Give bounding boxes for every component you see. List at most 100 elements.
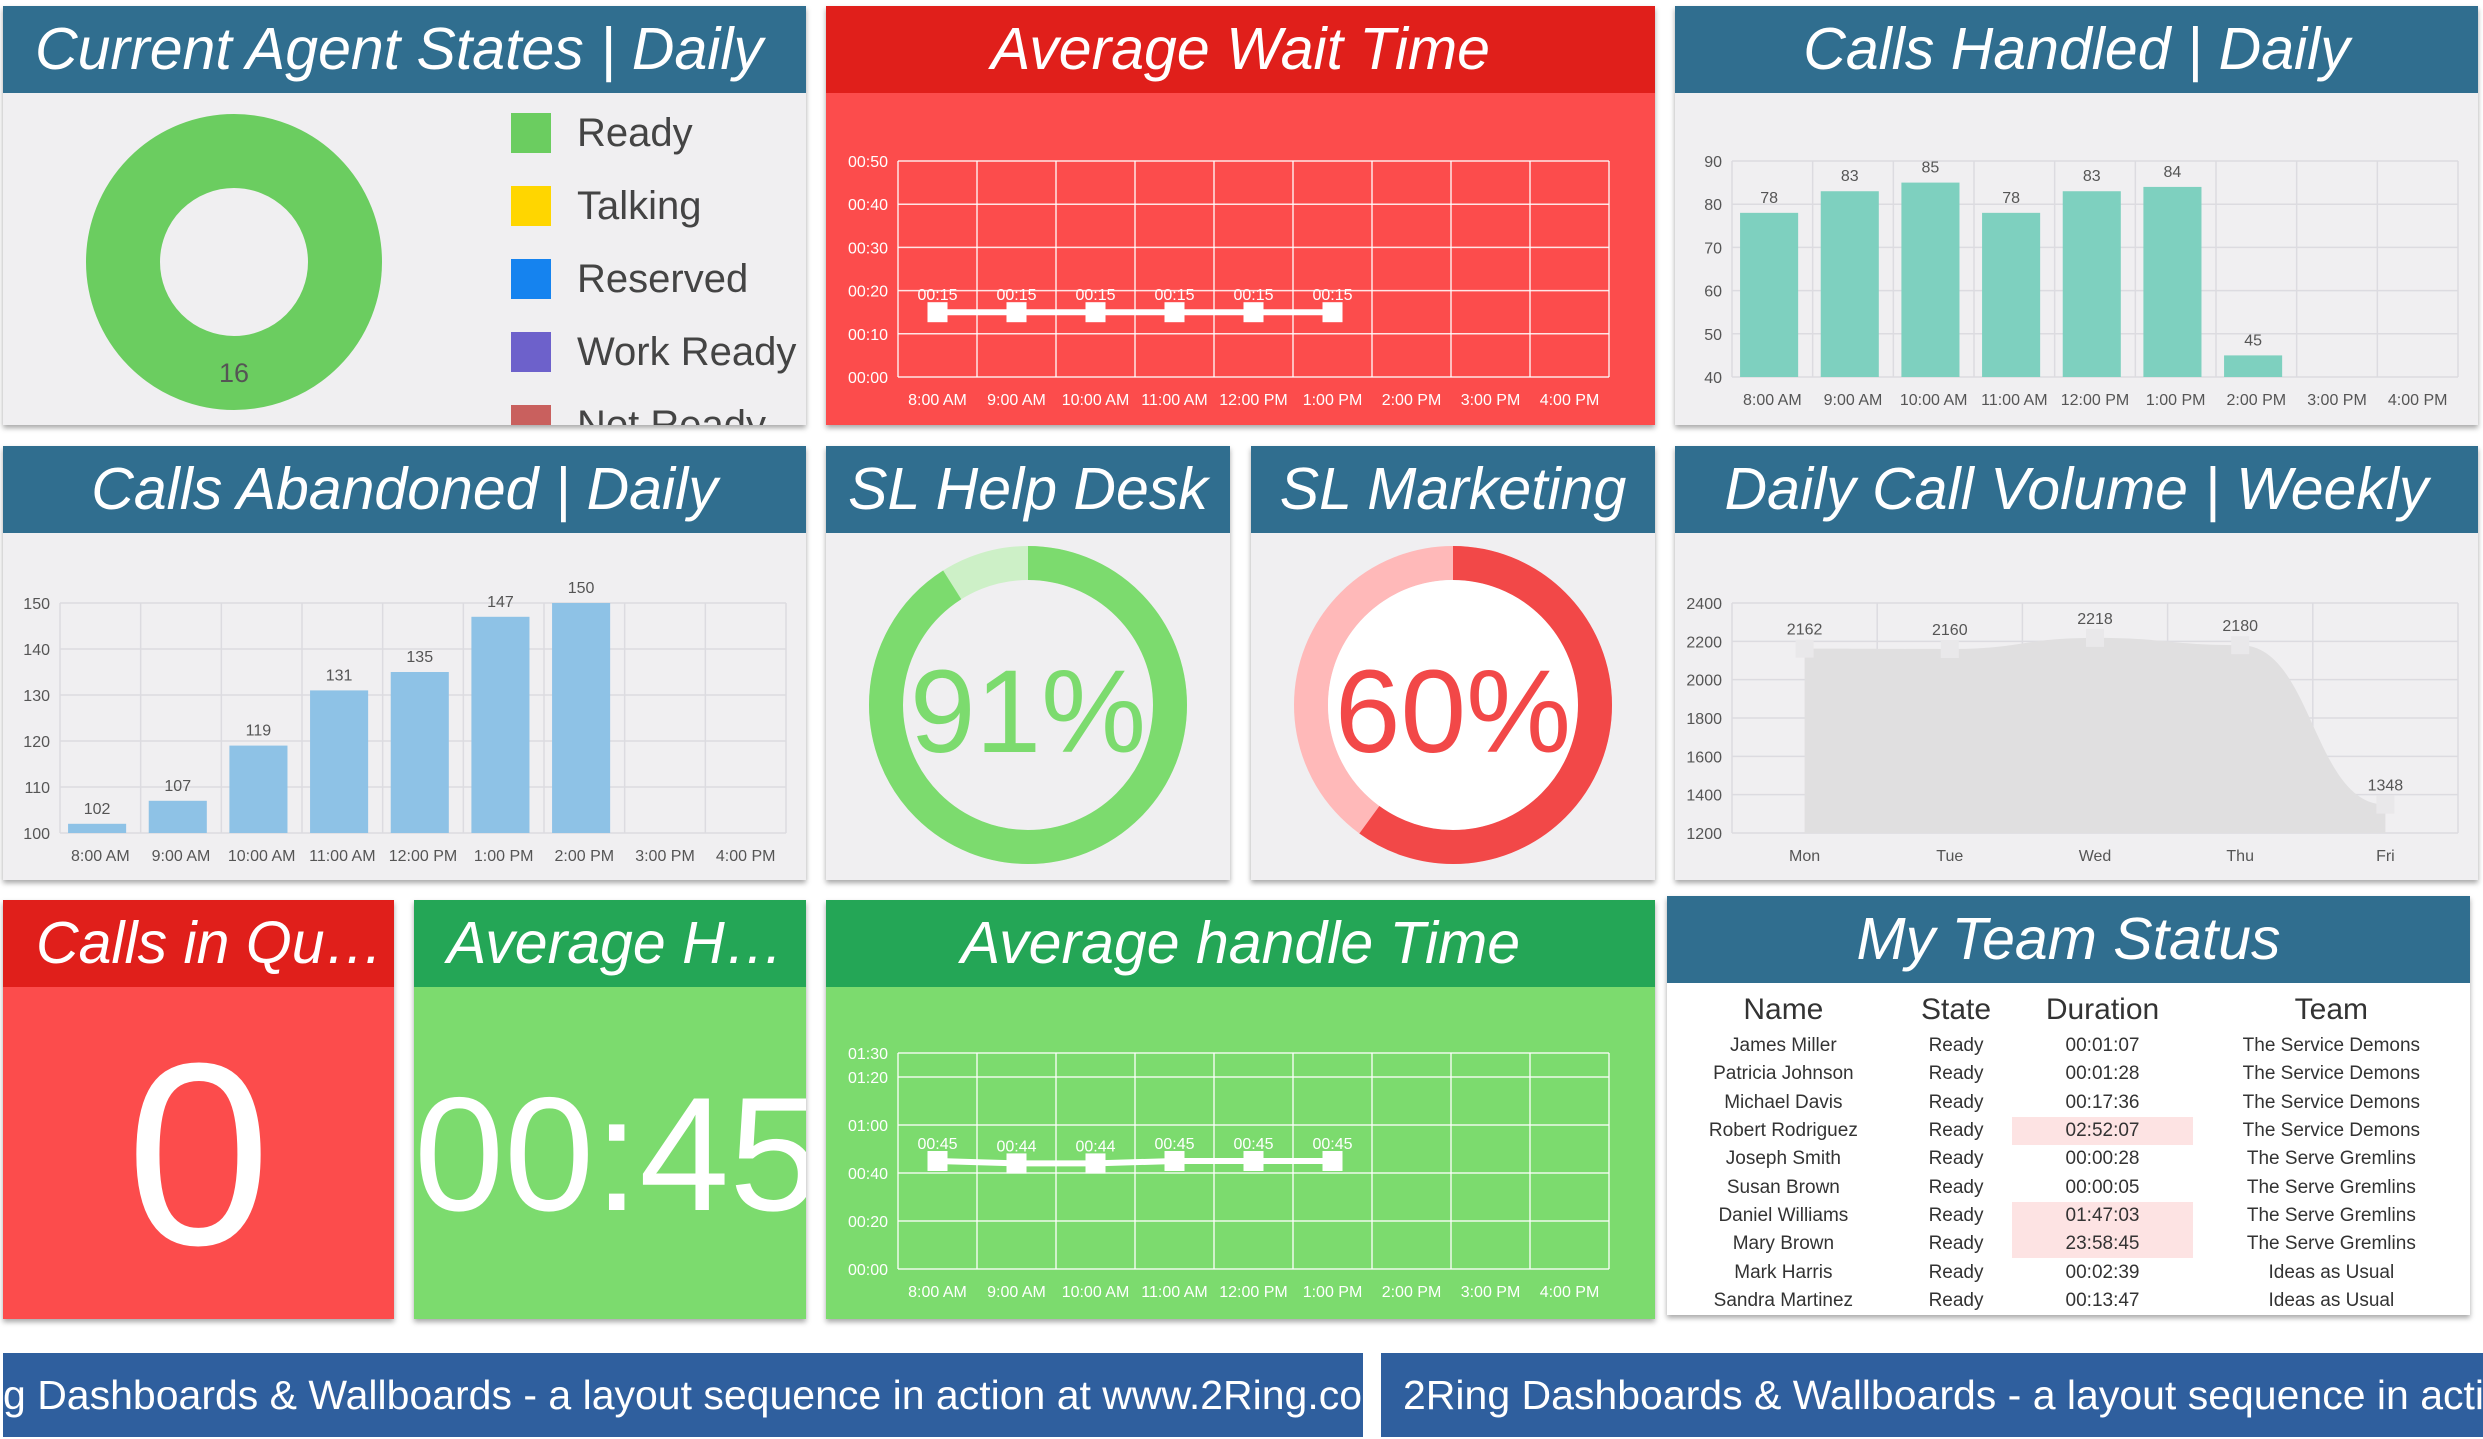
data-point [1243, 302, 1264, 323]
data-label: 00:45 [917, 1136, 957, 1153]
table-cell: Sandra Martinez [1713, 1289, 1854, 1311]
sl-marketing-gauge: 60% [1294, 546, 1612, 864]
data-point [1085, 302, 1106, 323]
avg-wait-line-chart: 00:50 00:40 00:30 00:20 00:10 00:00 8:00 AM 9:0… [848, 154, 1610, 409]
table-row: Sandra Martinez Ready 00:13:47 Ideas as Usu… [1667, 1287, 2470, 1315]
data-point [2231, 636, 2250, 655]
gauge-inner [1328, 580, 1578, 830]
legend-swatch [511, 186, 551, 226]
legend-item: Reserved [511, 257, 748, 301]
avg-handle-value: 00:45 [414, 1064, 806, 1245]
x-tick-label: 9:00 AM [987, 1284, 1046, 1301]
x-tick-label: 11:00 AM [309, 848, 375, 865]
bar-label: 83 [1841, 168, 1859, 185]
calls-handled-bar-chart: 90 80 70 60 50 40 8:00 AM 9:00 AM 10:00 AM 11:00 … [1704, 154, 2459, 409]
data-point [927, 1151, 948, 1171]
table-cell: 23:58:45 [2012, 1230, 2193, 1259]
data-point [1164, 1151, 1185, 1171]
data-label: 00:15 [1233, 287, 1273, 304]
x-tick-label: 10:00 AM [1062, 392, 1130, 409]
x-tick-label: 8:00 AM [71, 848, 130, 865]
column-header[interactable]: State [1921, 993, 1992, 1026]
data-point [1322, 302, 1343, 323]
panel-title: Calls Handled | Daily [1675, 6, 2478, 93]
data-label: 00:45 [1312, 1136, 1352, 1153]
bar-label: 45 [2244, 332, 2262, 349]
table-cell: 00:00:28 [2065, 1148, 2140, 1170]
x-tick-label: 11:00 AM [1141, 392, 1207, 409]
data-label: 2218 [2077, 611, 2113, 628]
team-status-panel: My Team Status Name State Duration Team Jam… [1667, 896, 2470, 1315]
y-tick-label: 40 [1704, 370, 1722, 387]
table-cell: The Service Demons [2242, 1120, 2421, 1142]
table-cell: The Service Demons [2242, 1091, 2421, 1113]
x-tick-label: Mon [1789, 848, 1820, 865]
x-tick-label: 4:00 PM [716, 848, 776, 865]
bar-label: 102 [84, 801, 111, 818]
x-tick-label: 8:00 AM [908, 1284, 967, 1301]
table-cell: The Serve Gremlins [2246, 1148, 2416, 1170]
column-header[interactable]: Duration [2045, 993, 2160, 1026]
y-tick-label: 01:00 [848, 1118, 888, 1135]
bar [2062, 191, 2121, 377]
sl-marketing-panel: SL Marketing 60% [1251, 446, 1655, 880]
data-point [1243, 1151, 1264, 1171]
y-tick-label: 50 [1704, 327, 1722, 344]
table-cell: Ready [1928, 1204, 1984, 1226]
y-tick-label: 01:30 [848, 1046, 888, 1063]
sl-help-desk-panel: SL Help Desk 91% [826, 446, 1230, 880]
panel-title: SL Help Desk [826, 446, 1230, 533]
column-header[interactable]: Name [1743, 993, 1824, 1026]
table-cell: Ready [1928, 1261, 1984, 1283]
y-tick-label: 1800 [1686, 711, 1722, 728]
y-tick-label: 00:40 [848, 1166, 888, 1183]
x-tick-label: Fri [2376, 848, 2395, 865]
legend-label: Reserved [577, 256, 749, 301]
legend-swatch [511, 259, 551, 299]
y-tick-label: 140 [23, 642, 50, 659]
column-header[interactable]: Team [2294, 993, 2369, 1026]
donut-value: 16 [219, 358, 249, 388]
gauge-value: 91% [910, 646, 1146, 778]
x-tick-label: 3:00 PM [1461, 392, 1521, 409]
table-row: Michael Davis Ready 00:17:36 The Service De… [1667, 1089, 2470, 1117]
table-cell: Joseph Smith [1725, 1148, 1841, 1170]
avg-wait-panel: Average Wait Time 00:50 00:40 00:30 00:20 00… [826, 6, 1655, 425]
x-tick-label: 9:00 AM [152, 848, 211, 865]
calls-abandoned-panel: Calls Abandoned | Daily 150 140 130 120 110 1… [3, 446, 806, 880]
legend-label: Ready [577, 110, 693, 155]
y-tick-label: 1600 [1686, 749, 1722, 766]
avg-handle-panel: Average handle Time 01:30 01:20 01:00 00:40… [826, 900, 1655, 1319]
x-tick-label: Wed [2079, 848, 2112, 865]
x-tick-label: 1:00 PM [1303, 392, 1363, 409]
series-line [937, 1158, 1333, 1167]
table-row: Daniel Williams Ready 01:47:03 The Serve Gr… [1667, 1201, 2470, 1231]
table-cell: Susan Brown [1726, 1176, 1840, 1198]
data-label: 2162 [1787, 622, 1823, 639]
table-cell: Ready [1928, 1233, 1984, 1255]
x-tick-label: Tue [1936, 848, 1963, 865]
data-label: 00:45 [1233, 1136, 1273, 1153]
table-cell: Ready [1928, 1120, 1984, 1142]
table-row: Mary Brown Ready 23:58:45 The Serve Gremlin… [1667, 1230, 2470, 1259]
table-cell: 00:17:36 [2065, 1091, 2140, 1113]
table-row: Robert Rodriguez Ready 02:52:07 The Service… [1667, 1116, 2470, 1146]
table-cell: 01:47:03 [2012, 1201, 2193, 1231]
table-cell: Mary Brown [1732, 1233, 1835, 1255]
data-label: 1348 [2368, 778, 2404, 795]
y-tick-label: 90 [1704, 154, 1722, 171]
legend-swatch [511, 332, 551, 372]
data-label: 00:44 [1075, 1138, 1115, 1155]
y-tick-label: 2000 [1686, 673, 1722, 690]
sl-help-desk-gauge: 91% [869, 546, 1187, 864]
x-tick-label: 12:00 PM [1219, 392, 1287, 409]
data-point [2086, 628, 2104, 647]
legend-label: Work Ready [577, 329, 797, 374]
bar-label: 131 [326, 667, 353, 684]
table-cell: Ready [1928, 1176, 1984, 1198]
x-tick-label: Thu [2226, 848, 2254, 865]
ticker-left: g Dashboards & Wallboards - a layout seq… [3, 1353, 1363, 1437]
panel-title: Calls in Queue [3, 900, 394, 987]
bar [2224, 355, 2283, 377]
data-point [1085, 1153, 1106, 1174]
